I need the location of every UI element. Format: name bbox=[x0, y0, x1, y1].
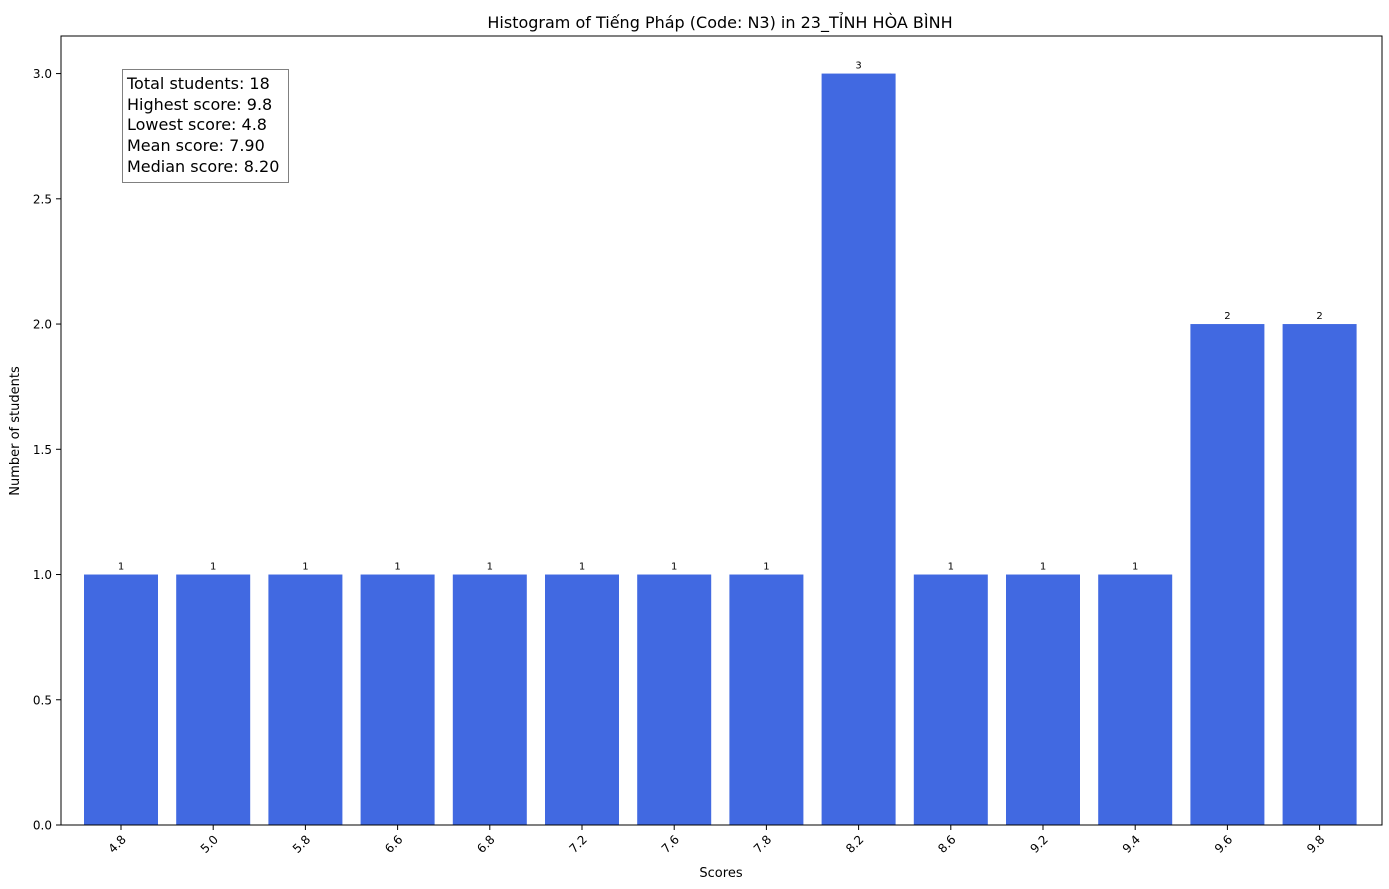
x-tick-label: 7.6 bbox=[659, 832, 682, 855]
bar-value-label: 1 bbox=[763, 562, 769, 573]
bar-value-label: 1 bbox=[579, 562, 585, 573]
bar-value-label: 1 bbox=[1040, 562, 1046, 573]
x-tick-label: 8.2 bbox=[843, 832, 866, 855]
bar-value-label: 1 bbox=[671, 562, 677, 573]
bar bbox=[1098, 574, 1173, 825]
bar bbox=[1006, 574, 1080, 825]
y-tick-label: 2.5 bbox=[33, 192, 52, 206]
x-tick-label: 6.6 bbox=[382, 832, 405, 855]
bar-value-label: 1 bbox=[302, 562, 308, 573]
bar-value-label: 1 bbox=[118, 562, 124, 573]
x-tick-label: 9.2 bbox=[1027, 832, 1050, 855]
bar-value-label: 1 bbox=[394, 562, 400, 573]
bar bbox=[176, 574, 251, 825]
bar bbox=[360, 574, 435, 825]
bar bbox=[913, 574, 988, 825]
bar-value-label: 2 bbox=[1316, 311, 1322, 322]
bar bbox=[84, 574, 158, 825]
bar bbox=[637, 574, 712, 825]
stats-mean: Mean score: 7.90 bbox=[127, 136, 265, 156]
stats-annotation: Total students: 18 Highest score: 9.8 Lo… bbox=[122, 69, 289, 183]
x-tick-label: 7.2 bbox=[566, 832, 589, 855]
x-tick-label: 6.8 bbox=[474, 832, 497, 855]
bar bbox=[821, 73, 896, 826]
bar bbox=[268, 574, 343, 825]
bar bbox=[729, 574, 804, 825]
stats-median: Median score: 8.20 bbox=[127, 156, 280, 176]
x-axis-label: Scores bbox=[699, 866, 742, 881]
y-tick-label: 0.5 bbox=[33, 693, 52, 707]
stats-total: Total students: 18 bbox=[127, 74, 270, 93]
bar-value-label: 1 bbox=[210, 562, 216, 573]
bar-value-label: 2 bbox=[1224, 311, 1230, 322]
y-tick-label: 1.5 bbox=[33, 443, 52, 457]
bar-value-label: 1 bbox=[487, 562, 493, 573]
x-axis: 4.8 5.0 5.8 6.6 6.8 7.2 7.6 7.8 8.2 8.6 9.2 9.4 9.6 9… bbox=[105, 825, 1327, 856]
bar bbox=[1190, 324, 1265, 825]
y-tick-label: 1.0 bbox=[33, 568, 52, 582]
y-axis: 0.0 0.5 1.0 1.5 2.0 2.5 3.0 bbox=[33, 67, 61, 833]
x-tick-label: 9.8 bbox=[1304, 832, 1327, 855]
x-tick-label: 7.8 bbox=[751, 832, 774, 855]
chart-title: Histogram of Tiếng Pháp (Code: N3) in 23… bbox=[487, 12, 952, 33]
x-tick-label: 5.0 bbox=[198, 832, 221, 855]
y-tick-label: 0.0 bbox=[33, 819, 52, 833]
bar bbox=[1282, 324, 1357, 825]
bar bbox=[545, 574, 619, 825]
stats-lowest: Lowest score: 4.8 bbox=[127, 115, 267, 135]
bar bbox=[452, 574, 527, 825]
bar-value-label: 3 bbox=[855, 61, 861, 72]
x-tick-label: 9.6 bbox=[1212, 832, 1235, 855]
y-tick-label: 3.0 bbox=[33, 67, 52, 81]
bars-group: 1 1 1 1 1 1 1 1 3 1 1 1 2 2 bbox=[84, 61, 1357, 826]
stats-highest: Highest score: 9.8 bbox=[127, 94, 273, 114]
bar-value-label: 1 bbox=[948, 562, 954, 573]
y-tick-label: 2.0 bbox=[33, 318, 52, 332]
x-tick-label: 5.8 bbox=[290, 832, 313, 855]
x-tick-label: 4.8 bbox=[105, 832, 128, 855]
y-axis-label: Number of students bbox=[8, 366, 23, 496]
bar-value-label: 1 bbox=[1132, 562, 1138, 573]
plot-frame bbox=[60, 35, 1383, 826]
x-tick-label: 9.4 bbox=[1120, 832, 1143, 855]
x-tick-label: 8.6 bbox=[935, 832, 958, 855]
